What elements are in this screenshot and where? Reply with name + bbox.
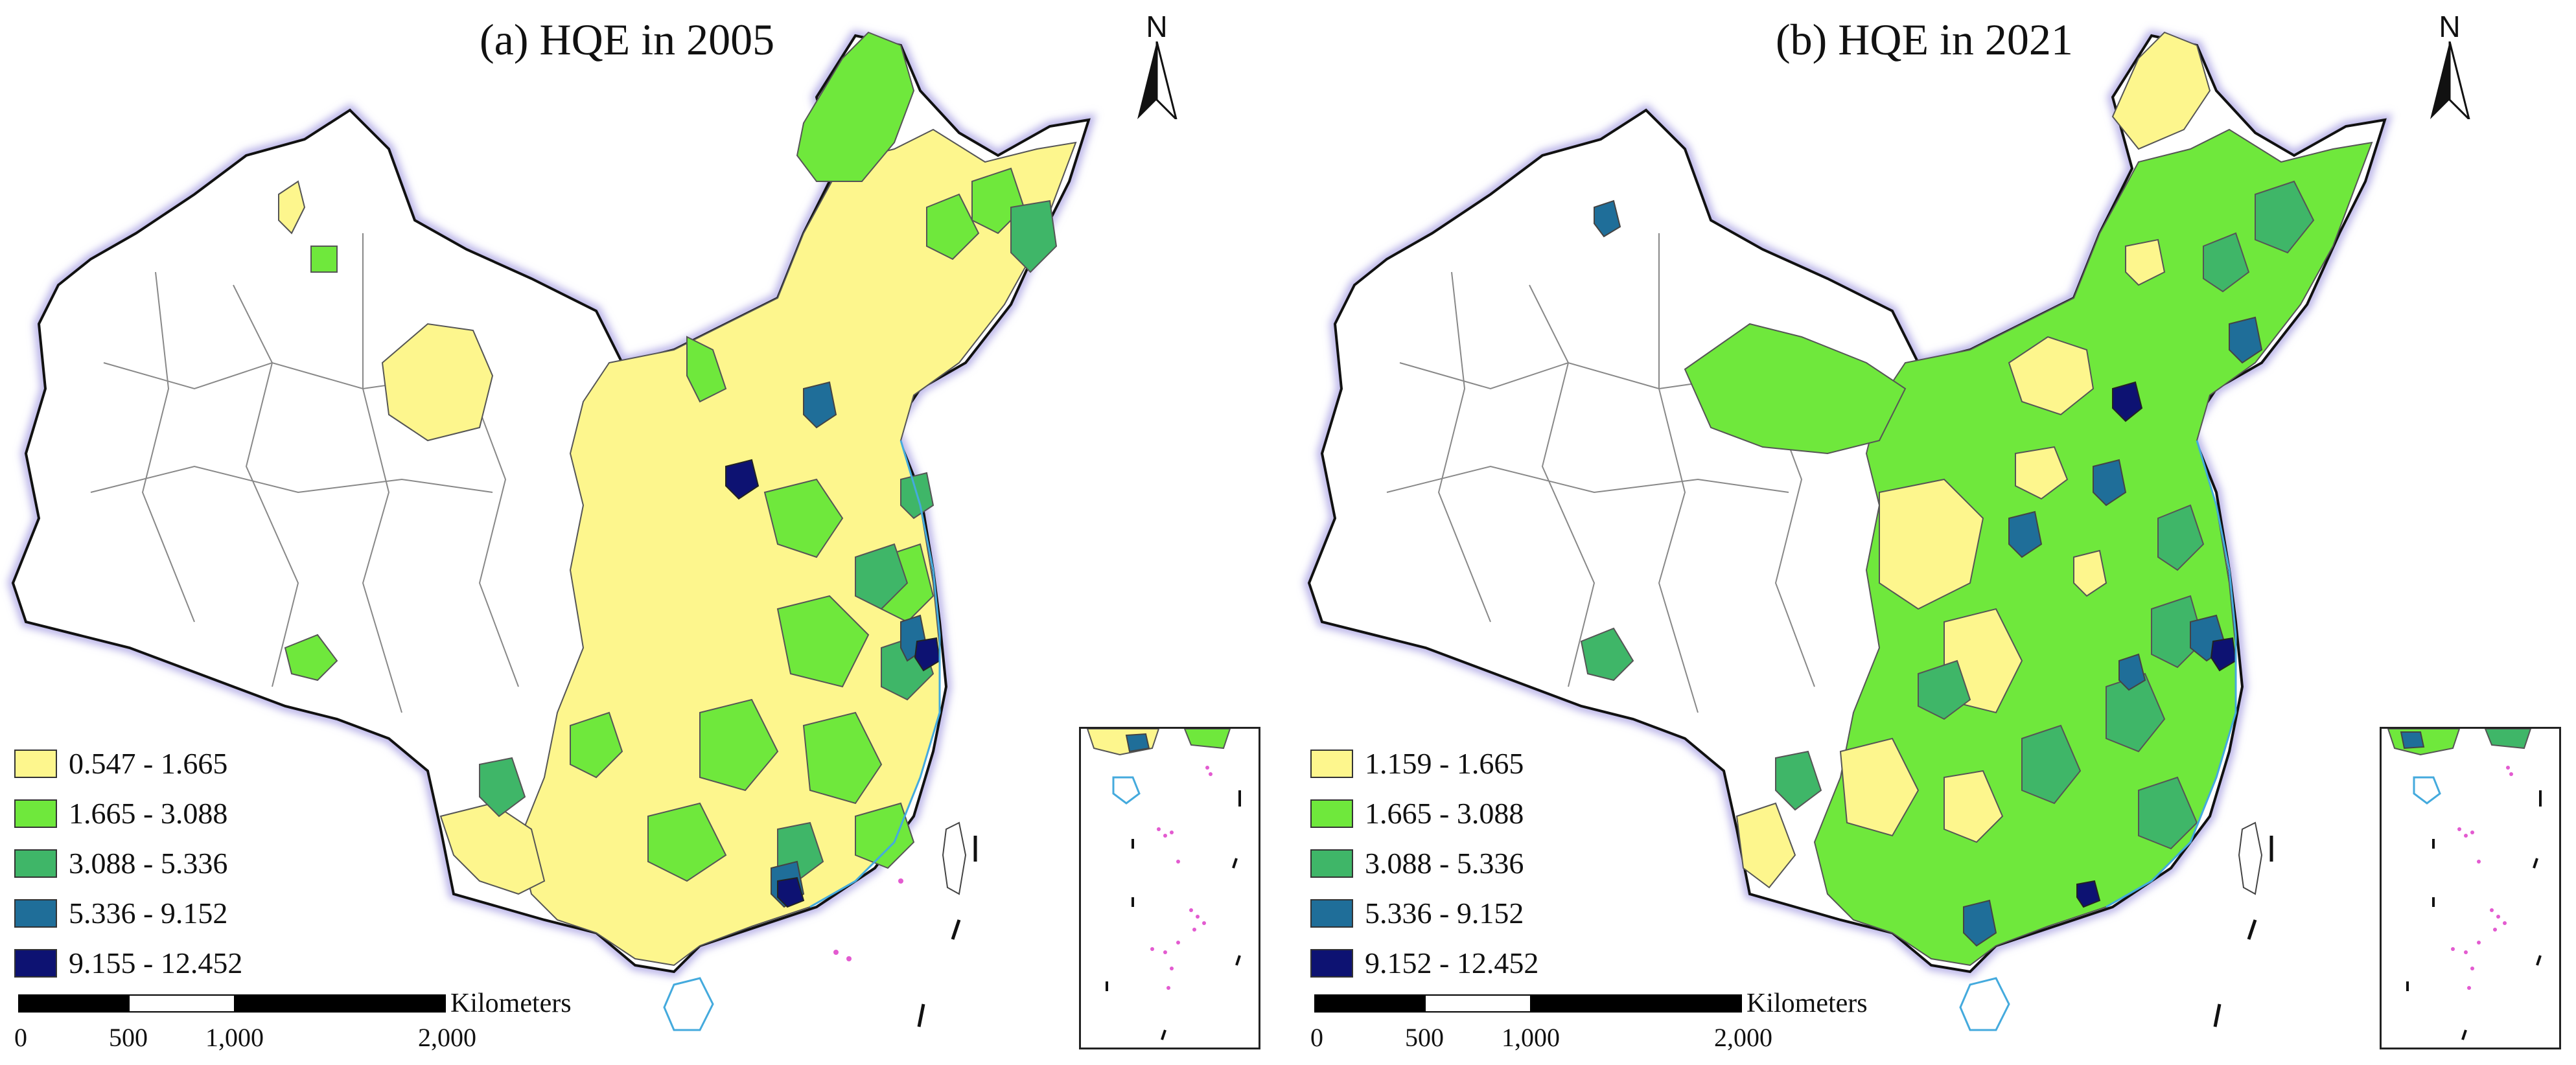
legend-swatch (1310, 799, 1353, 828)
legend-item: 3.088 - 5.336 (14, 838, 242, 888)
region-yellow (1735, 31, 2211, 889)
scale-segment (1314, 994, 1424, 1013)
legend-item: 3.088 - 5.336 (1310, 838, 1538, 888)
legend-item: 1.159 - 1.665 (1310, 739, 1538, 788)
north-arrow-icon (2430, 41, 2471, 122)
legend-label: 1.665 - 3.088 (1365, 797, 1524, 830)
taiwan (942, 821, 967, 895)
boundary-dashes (917, 836, 977, 1027)
region-green-ne (796, 31, 915, 182)
panel-title: (b) HQE in 2021 (1776, 15, 2073, 64)
legend-item: 5.336 - 9.152 (1310, 888, 1538, 938)
north-arrow-icon (1137, 41, 1178, 122)
inset-map (1086, 728, 1241, 1040)
legend-swatch (14, 749, 57, 778)
hainan (663, 977, 714, 1031)
scale-segment (18, 994, 128, 1013)
legend: 0.547 - 1.665 1.665 - 3.088 3.088 - 5.33… (14, 739, 242, 988)
legend-swatch (14, 948, 57, 978)
scale-tick: 1,000 (1502, 1023, 1560, 1052)
scale-unit: Kilometers (1746, 989, 1868, 1018)
coastline (2106, 440, 2237, 908)
scale-tick: 1,000 (205, 1023, 264, 1052)
scale-tick: 2,000 (418, 1023, 476, 1052)
legend-item: 1.665 - 3.088 (14, 788, 242, 838)
inset-map (2387, 728, 2542, 1040)
region-green-west (1684, 323, 1907, 455)
legend-label: 1.159 - 1.665 (1365, 747, 1524, 780)
region-navy (2076, 381, 2237, 908)
scale-unit: Kilometers (450, 989, 572, 1018)
north-arrow: N (1131, 12, 1183, 122)
legend-swatch (1310, 948, 1353, 978)
region-darkgreen (1580, 180, 2315, 850)
coastline (809, 440, 941, 908)
islands (833, 878, 903, 961)
scale-tick: 0 (1310, 1023, 1323, 1052)
legend-label: 5.336 - 9.152 (69, 897, 228, 930)
region-navy (725, 459, 941, 908)
legend-item: 9.155 - 12.452 (14, 938, 242, 988)
scale-segment (1424, 994, 1531, 1013)
panel-b: (b) HQE in 2021 N 1.159 - 1.665 1.665 - … (1296, 0, 2576, 1065)
legend-swatch (14, 799, 57, 828)
north-label: N (1146, 10, 1168, 43)
scale-bar (18, 994, 446, 1013)
legend-label: 3.088 - 5.336 (1365, 847, 1524, 880)
north-arrow: N (2424, 12, 2476, 122)
panel-a: (a) HQE in 2005 N 0.547 - 1.665 1.665 - … (7, 12, 1260, 1052)
legend-item: 5.336 - 9.152 (14, 888, 242, 938)
north-label: N (2439, 10, 2461, 43)
boundary-dashes (2213, 836, 2273, 1027)
scale-tick: 0 (14, 1023, 27, 1052)
legend-label: 3.088 - 5.336 (69, 847, 228, 880)
legend-swatch (1310, 749, 1353, 778)
scale-tick: 500 (109, 1023, 148, 1052)
legend-label: 1.665 - 3.088 (69, 797, 228, 830)
legend-swatch (1310, 899, 1353, 928)
south-china-sea-inset (1079, 727, 1260, 1049)
china-map-2005 (7, 30, 1097, 1031)
legend-item: 1.665 - 3.088 (1310, 788, 1538, 838)
taiwan (2238, 821, 2263, 895)
legend-item: 9.152 - 12.452 (1310, 938, 1538, 988)
region-yellow-xj (278, 180, 306, 235)
scale-segment (128, 994, 235, 1013)
region-yellow-nw (381, 323, 494, 442)
legend-swatch (1310, 849, 1353, 878)
scale-segment (1531, 994, 1742, 1013)
scale-bar (1314, 994, 1742, 1013)
region-green-scatter (284, 167, 1025, 882)
scale-tick: 500 (1405, 1023, 1444, 1052)
legend-label: 0.547 - 1.665 (69, 747, 228, 780)
legend-item: 0.547 - 1.665 (14, 739, 242, 788)
scale-tick: 2,000 (1714, 1023, 1772, 1052)
south-china-sea-inset (2380, 727, 2561, 1049)
legend-swatch (14, 849, 57, 878)
legend-swatch (14, 899, 57, 928)
panel-title: (a) HQE in 2005 (480, 15, 775, 64)
legend-label: 9.155 - 12.452 (69, 946, 243, 979)
legend: 1.159 - 1.665 1.665 - 3.088 3.088 - 5.33… (1310, 739, 1538, 988)
legend-label: 9.152 - 12.452 (1365, 946, 1539, 979)
scale-segment (235, 994, 446, 1013)
legend-label: 5.336 - 9.152 (1365, 897, 1524, 930)
hainan (1959, 977, 2010, 1031)
china-map-2021 (1303, 30, 2393, 1031)
